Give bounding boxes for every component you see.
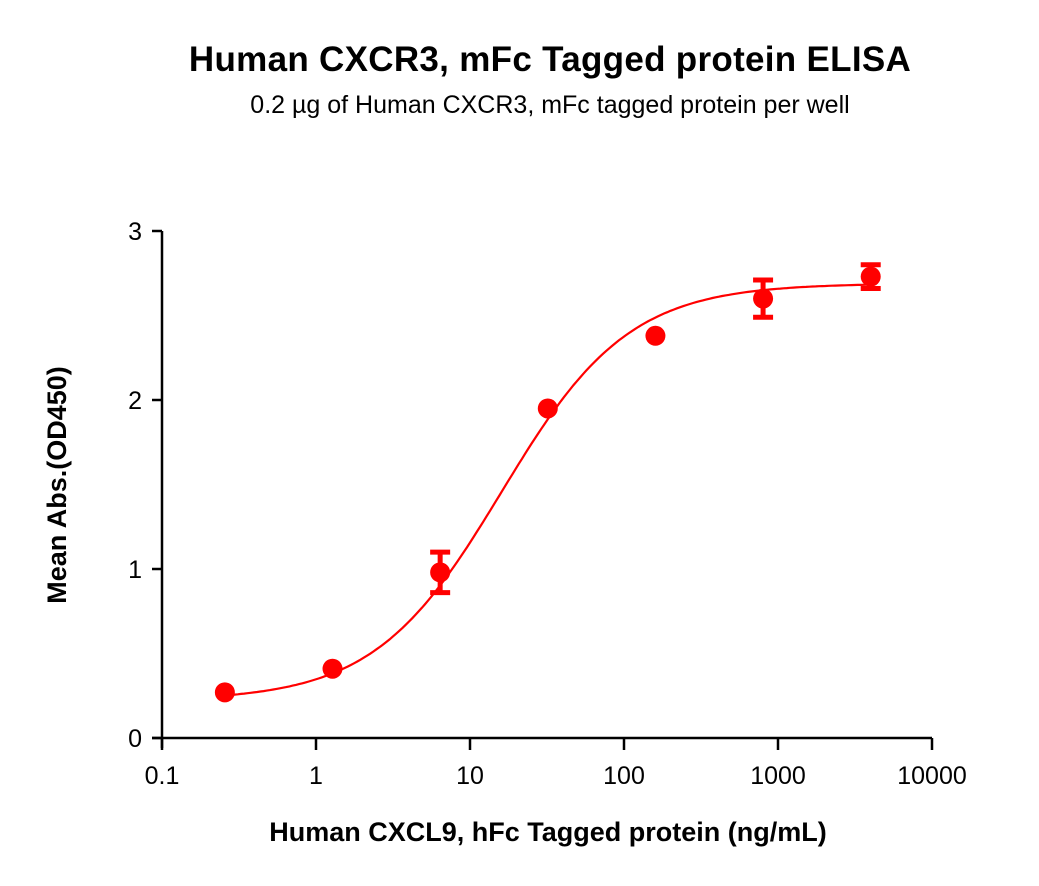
x-tick-label: 1 (309, 762, 323, 790)
x-axis-title: Human CXCL9, hFc Tagged protein (ng/mL) (269, 817, 827, 847)
data-points (214, 262, 881, 703)
x-tick-label: 1000 (750, 762, 806, 790)
y-tick-label: 3 (128, 218, 142, 246)
data-point (860, 266, 881, 287)
y-axis-title: Mean Abs.(OD450) (42, 366, 72, 604)
x-tick-label: 0.1 (145, 762, 180, 790)
data-point (430, 562, 451, 583)
axes: 0 1 2 3 0.1 1 10 100 1000 10000 (128, 218, 967, 790)
y-tick-label: 0 (128, 725, 142, 753)
x-tick-label: 10 (456, 762, 484, 790)
data-point (214, 682, 235, 703)
fit-curve (224, 283, 871, 697)
chart-subtitle: 0.2 µg of Human CXCR3, mFc tagged protei… (250, 91, 850, 119)
fit-curve-line (224, 283, 871, 697)
x-tick-label: 100 (603, 762, 645, 790)
x-tick-label: 10000 (897, 762, 967, 790)
data-point (322, 658, 343, 679)
data-point (537, 398, 558, 419)
y-tick-label: 1 (128, 556, 142, 584)
chart-title: Human CXCR3, mFc Tagged protein ELISA (188, 40, 912, 79)
y-tick-label: 2 (128, 387, 142, 415)
data-point (645, 325, 666, 346)
data-point (753, 288, 774, 309)
